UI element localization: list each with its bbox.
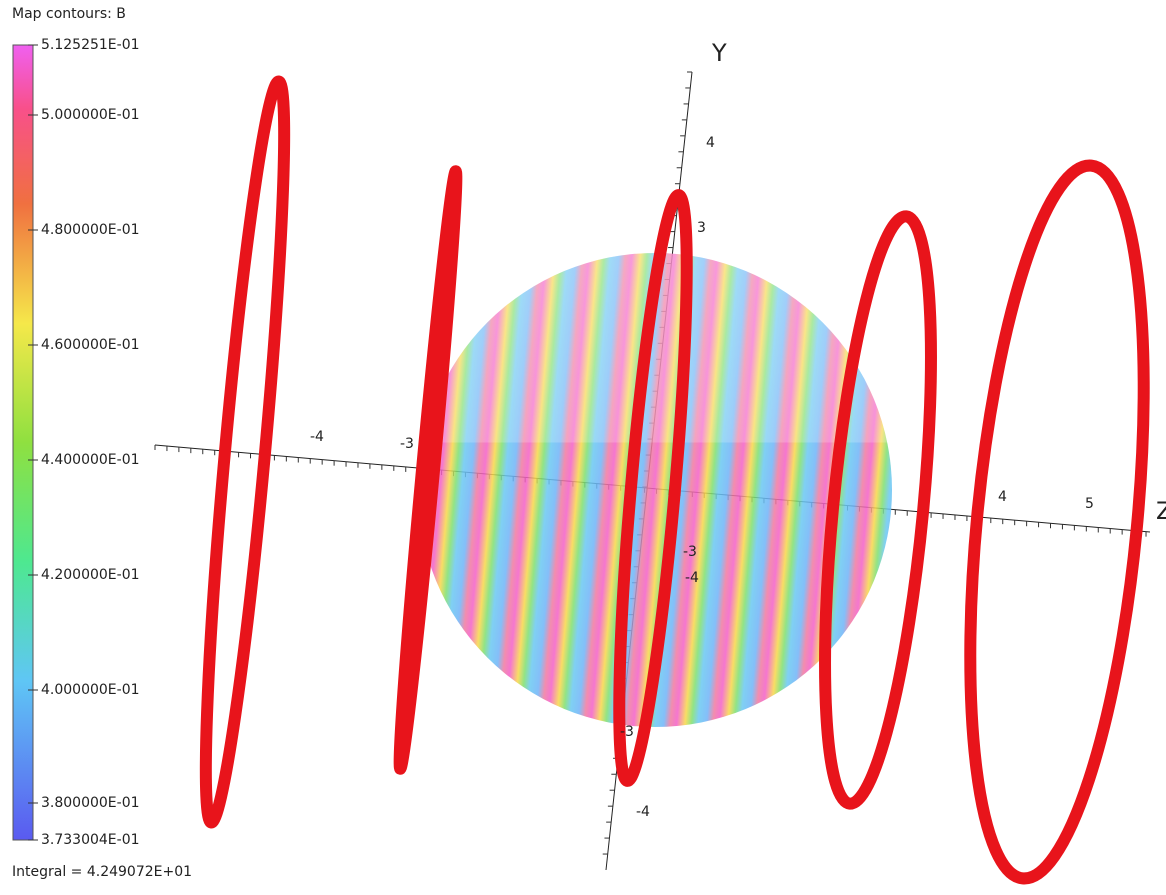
axis-label: 4 <box>706 135 715 151</box>
color-bar-ticks: 5.125251E-01 5.000000E-01 4.800000E-01 4.60… <box>28 37 140 848</box>
color-bar-label: 3.800000E-01 <box>41 795 140 811</box>
viewport: Map contours: B 5.125251E-01 5.000000E-01… <box>0 0 1166 895</box>
axis-label: -3 <box>400 436 414 452</box>
coil <box>943 158 1166 886</box>
legend-footer: Integral = 4.249072E+01 <box>12 864 192 880</box>
color-bar-label: 4.400000E-01 <box>41 452 140 468</box>
color-bar-label: 4.600000E-01 <box>41 337 140 353</box>
axis-label: -4 <box>310 429 324 445</box>
color-bar-label: 3.733004E-01 <box>41 832 140 848</box>
axis-label: -4 <box>685 570 699 586</box>
y-axis-name: Y <box>711 39 727 67</box>
coil <box>191 80 298 825</box>
axis-label: 5 <box>1085 496 1094 512</box>
legend-title: Map contours: B <box>12 6 126 22</box>
color-bar-label: 5.125251E-01 <box>41 37 140 53</box>
color-bar-label: 4.800000E-01 <box>41 222 140 238</box>
page: Map contours: B 5.125251E-01 5.000000E-01… <box>0 0 1166 895</box>
color-bar <box>13 45 33 840</box>
color-bar-label: 5.000000E-01 <box>41 107 140 123</box>
z-axis-name: Z <box>1156 497 1166 525</box>
color-bar-label: 4.000000E-01 <box>41 682 140 698</box>
color-bar-label: 4.200000E-01 <box>41 567 140 583</box>
axis-label: 4 <box>998 489 1007 505</box>
axis-label: -4 <box>636 804 650 820</box>
axis-label: -3 <box>620 724 634 740</box>
axis-label: 3 <box>697 220 706 236</box>
axis-label: -3 <box>683 544 697 560</box>
